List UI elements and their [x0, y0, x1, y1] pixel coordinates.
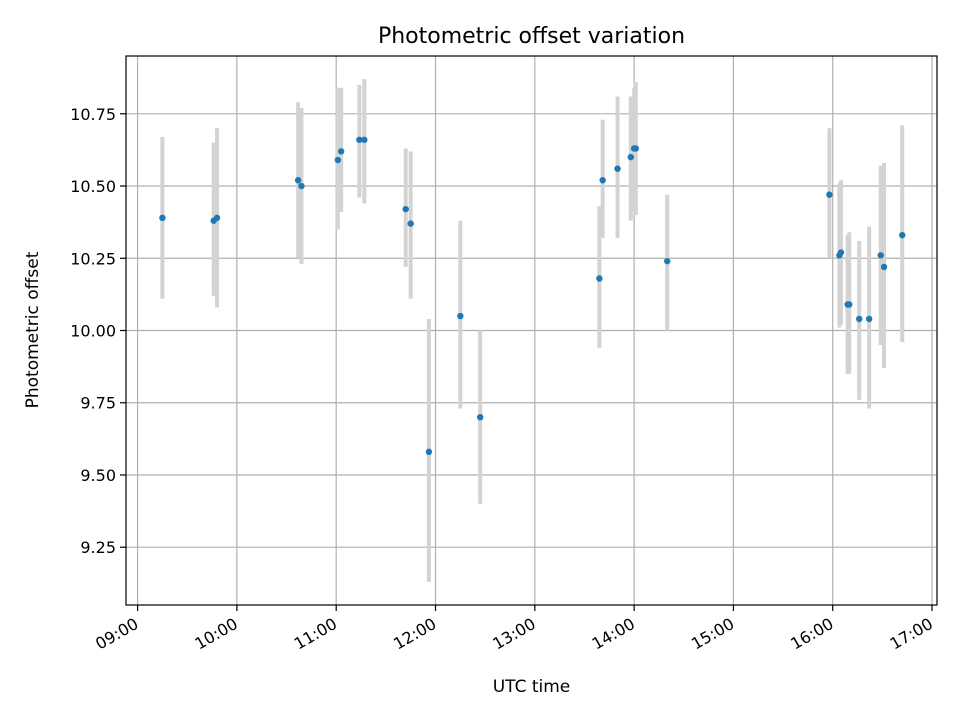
y-tick-label: 10.00 — [70, 322, 116, 341]
data-point — [880, 263, 888, 271]
y-axis-label: Photometric offset — [23, 251, 43, 408]
data-point — [596, 275, 603, 282]
data-point — [826, 191, 833, 198]
data-point — [846, 301, 853, 308]
y-tick-label: 10.75 — [70, 105, 116, 124]
data-point — [407, 220, 414, 227]
data-point — [402, 205, 409, 213]
data-point — [865, 315, 873, 323]
data-point — [457, 312, 464, 320]
data-point — [627, 153, 635, 161]
data-point — [213, 214, 221, 222]
data-point — [664, 257, 671, 265]
data-point — [632, 145, 639, 152]
chart-title: Photometric offset variation — [378, 24, 685, 49]
data-point — [337, 148, 345, 155]
y-tick-label: 10.50 — [70, 177, 116, 196]
data-point — [425, 448, 433, 456]
data-point — [899, 231, 906, 239]
x-axis-label: UTC time — [493, 677, 571, 697]
y-tick-label: 9.75 — [80, 394, 116, 413]
y-tick-label: 9.50 — [80, 466, 116, 485]
data-point — [361, 136, 368, 143]
data-point — [877, 252, 884, 259]
data-points — [159, 136, 906, 456]
data-point — [599, 177, 606, 184]
data-point — [356, 136, 363, 143]
y-tick-label: 9.25 — [80, 538, 116, 557]
data-point — [294, 177, 302, 184]
data-point — [159, 214, 166, 222]
y-tick-label: 10.25 — [70, 249, 116, 268]
data-point — [614, 165, 621, 172]
data-point — [856, 315, 863, 323]
data-point — [334, 156, 342, 164]
data-point — [476, 413, 484, 421]
data-point — [837, 249, 845, 256]
data-point — [298, 182, 305, 190]
